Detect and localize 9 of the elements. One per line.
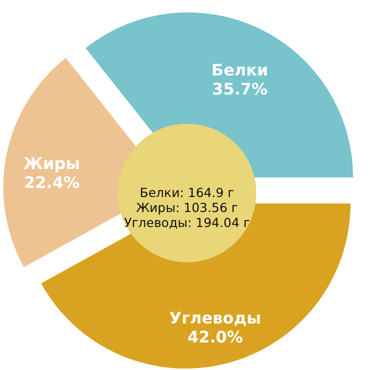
text: Углеводы: 194.04 г bbox=[124, 215, 250, 230]
data-label: 42.0% bbox=[187, 328, 243, 347]
slice-label: Углеводы bbox=[169, 308, 262, 328]
data-label: 22.4% bbox=[24, 172, 80, 192]
data-label: 35.7% bbox=[212, 79, 268, 98]
slice-label: Белки bbox=[211, 60, 268, 80]
text: Белки: 164.9 г bbox=[140, 185, 234, 200]
slice-label: Жиры bbox=[23, 154, 80, 173]
text: Жиры: 103.56 г bbox=[136, 200, 238, 215]
